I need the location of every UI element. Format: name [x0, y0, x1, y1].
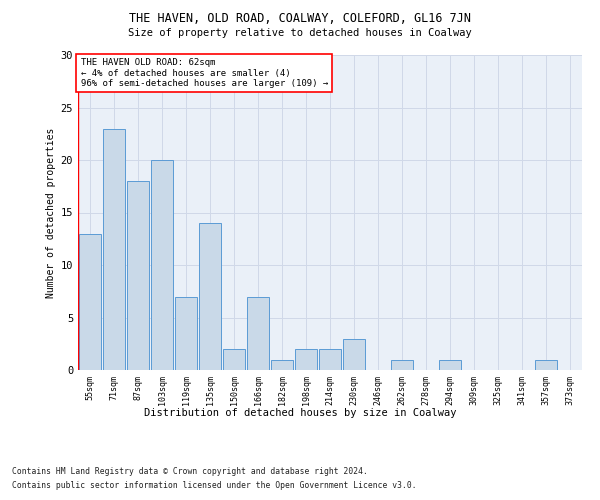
Bar — [439, 360, 461, 370]
Bar — [271, 360, 293, 370]
Bar — [295, 349, 317, 370]
Bar — [151, 160, 173, 370]
Bar — [199, 223, 221, 370]
Bar — [79, 234, 101, 370]
Text: THE HAVEN, OLD ROAD, COALWAY, COLEFORD, GL16 7JN: THE HAVEN, OLD ROAD, COALWAY, COLEFORD, … — [129, 12, 471, 26]
Bar — [175, 296, 197, 370]
Bar — [535, 360, 557, 370]
Text: Contains HM Land Registry data © Crown copyright and database right 2024.: Contains HM Land Registry data © Crown c… — [12, 468, 368, 476]
Bar — [319, 349, 341, 370]
Text: Contains public sector information licensed under the Open Government Licence v3: Contains public sector information licen… — [12, 481, 416, 490]
Y-axis label: Number of detached properties: Number of detached properties — [46, 128, 56, 298]
Text: Distribution of detached houses by size in Coalway: Distribution of detached houses by size … — [144, 408, 456, 418]
Bar — [103, 128, 125, 370]
Bar — [247, 296, 269, 370]
Text: THE HAVEN OLD ROAD: 62sqm
← 4% of detached houses are smaller (4)
96% of semi-de: THE HAVEN OLD ROAD: 62sqm ← 4% of detach… — [80, 58, 328, 88]
Bar — [223, 349, 245, 370]
Bar — [343, 338, 365, 370]
Bar — [127, 181, 149, 370]
Text: Size of property relative to detached houses in Coalway: Size of property relative to detached ho… — [128, 28, 472, 38]
Bar — [391, 360, 413, 370]
